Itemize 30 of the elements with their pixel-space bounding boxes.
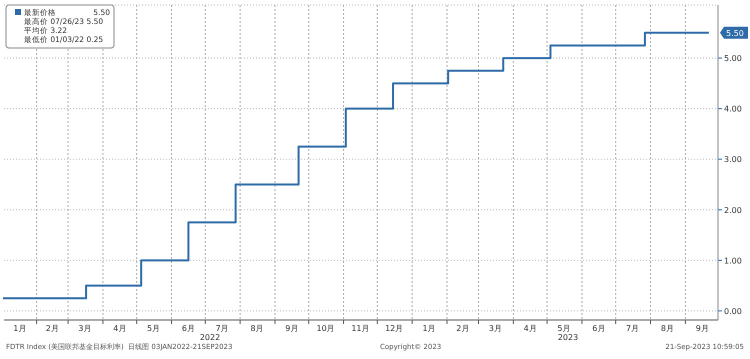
x-tick-label: 10月 bbox=[316, 324, 335, 333]
text: 2022 bbox=[200, 333, 220, 342]
x-tick-label: 5月 bbox=[147, 324, 160, 333]
y-tick-label: 4.00 bbox=[724, 104, 742, 114]
x-tick-label: 6月 bbox=[182, 324, 195, 333]
x-tick-label: 3月 bbox=[78, 324, 92, 333]
y-tick-label: 1.00 bbox=[724, 256, 742, 266]
x-tick-label: 5月 bbox=[557, 324, 571, 333]
x-tick-label: 3月 bbox=[488, 324, 502, 333]
x-tick-label: 6月 bbox=[592, 324, 606, 333]
y-tick-label: 0.00 bbox=[724, 306, 742, 316]
x-tick-label: 8月 bbox=[660, 324, 674, 333]
x-tick-label: 9月 bbox=[285, 324, 298, 333]
x-tick-label: 7月 bbox=[626, 324, 640, 333]
text: 2023 bbox=[558, 333, 578, 342]
x-tick-label: 11月 bbox=[351, 324, 370, 333]
x-tick-label: 1月 bbox=[422, 324, 436, 333]
y-tick-label: 2.00 bbox=[724, 206, 742, 215]
x-tick-label: 12月 bbox=[385, 324, 404, 333]
x-tick-label: 4月 bbox=[524, 324, 537, 333]
x-tick-label: 2月 bbox=[46, 324, 59, 333]
x-tick-label: 2月 bbox=[456, 324, 470, 333]
y-tick-label: 3.00 bbox=[724, 155, 742, 164]
annotation: 5.50 bbox=[726, 28, 744, 38]
x-tick-label: 7月 bbox=[216, 324, 229, 333]
x-tick-label: 1月 bbox=[13, 324, 26, 333]
x-tick-label: 4月 bbox=[113, 324, 126, 333]
y-tick-label: 5.00 bbox=[724, 54, 742, 64]
x-tick-label: 9月 bbox=[696, 324, 709, 333]
x-tick-label: 8月 bbox=[250, 324, 264, 333]
